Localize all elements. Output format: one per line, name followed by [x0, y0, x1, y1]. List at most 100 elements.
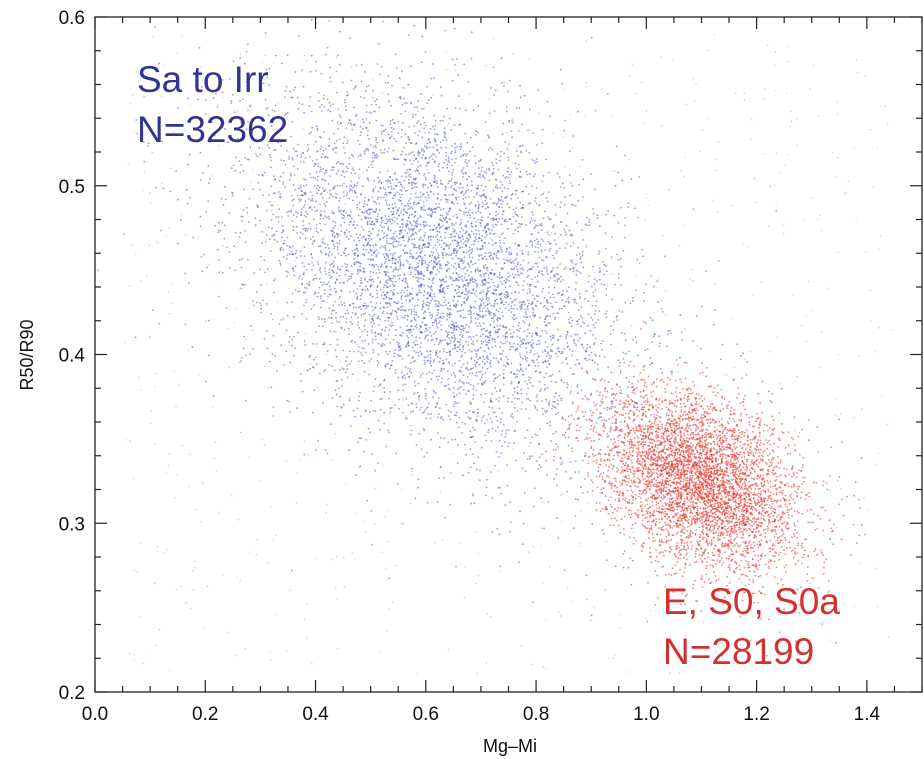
scatter-point [391, 85, 393, 87]
scatter-point [375, 103, 377, 106]
scatter-point [542, 306, 545, 308]
scatter-point [298, 275, 301, 277]
scatter-point [477, 207, 480, 210]
scatter-point [505, 432, 507, 435]
scatter-point [417, 246, 420, 249]
scatter-point [520, 369, 522, 371]
scatter-point [302, 206, 305, 208]
scatter-point [315, 227, 318, 230]
scatter-point [545, 398, 547, 401]
scatter-point [365, 239, 367, 241]
scatter-point [324, 242, 326, 245]
scatter-point [471, 146, 474, 149]
scatter-point [264, 32, 267, 34]
scatter-point [379, 398, 381, 400]
scatter-point [349, 320, 352, 323]
scatter-point [358, 143, 361, 146]
scatter-point [398, 207, 401, 209]
scatter-point [291, 245, 294, 248]
scatter-point [500, 298, 502, 300]
scatter-point [323, 300, 325, 303]
scatter-point [439, 265, 441, 267]
scatter-point [302, 185, 305, 187]
scatter-point [493, 218, 495, 221]
scatter-point [490, 251, 492, 254]
scatter-point [456, 58, 458, 60]
scatter-point [424, 388, 426, 390]
scatter-point [442, 315, 445, 318]
scatter-point [502, 210, 505, 213]
scatter-point [526, 383, 529, 385]
scatter-point [245, 399, 247, 402]
scatter-point [463, 297, 466, 300]
scatter-point [560, 294, 563, 296]
scatter-point [487, 216, 490, 219]
scatter-point [371, 341, 374, 344]
scatter-point [466, 240, 469, 243]
scatter-point [383, 130, 385, 132]
scatter-point [616, 319, 618, 321]
scatter-point [414, 113, 417, 116]
scatter-point [506, 227, 509, 230]
scatter-point [324, 189, 327, 191]
scatter-point [594, 353, 597, 356]
scatter-point [422, 116, 425, 119]
scatter-point [391, 280, 394, 283]
scatter-point [408, 370, 411, 372]
scatter-point [489, 417, 492, 420]
scatter-point [474, 363, 476, 366]
scatter-point [409, 222, 412, 225]
scatter-point [309, 155, 311, 158]
scatter-point [496, 331, 498, 334]
scatter-point [482, 282, 485, 285]
scatter-point [316, 192, 319, 195]
scatter-point [564, 195, 566, 198]
scatter-point [461, 186, 464, 189]
scatter-point [304, 193, 307, 196]
scatter-point [393, 240, 395, 243]
scatter-point [335, 393, 338, 396]
scatter-point [460, 227, 463, 230]
scatter-point [419, 325, 421, 327]
scatter-point [531, 244, 533, 246]
scatter-point [337, 266, 339, 269]
scatter-point [450, 152, 452, 155]
scatter-point [330, 240, 333, 242]
scatter-point [312, 264, 315, 267]
scatter-point [463, 382, 465, 385]
scatter-point [476, 247, 479, 250]
scatter-point [555, 413, 557, 416]
scatter-point [451, 145, 453, 147]
scatter-point [479, 292, 481, 295]
scatter-point [405, 204, 408, 207]
scatter-point [418, 238, 421, 241]
scatter-point [292, 184, 295, 186]
scatter-point [346, 192, 349, 194]
scatter-point [422, 149, 425, 151]
scatter-point [290, 210, 292, 213]
scatter-point [553, 395, 556, 398]
scatter-point [291, 344, 293, 347]
scatter-point [439, 208, 442, 211]
scatter-point [430, 438, 432, 441]
scatter-point [379, 224, 382, 227]
scatter-point [316, 363, 318, 365]
scatter-point [308, 105, 311, 107]
scatter-point [462, 309, 465, 311]
scatter-point [482, 297, 484, 300]
scatter-point [188, 153, 191, 156]
scatter-point [507, 400, 509, 403]
scatter-point [488, 302, 491, 304]
scatter-point [315, 449, 318, 452]
scatter-point [199, 151, 202, 154]
scatter-point [557, 411, 559, 414]
scatter-point [418, 394, 421, 397]
scatter-point [433, 138, 436, 140]
scatter-point [324, 223, 327, 226]
scatter-point [404, 295, 407, 298]
scatter-point [482, 229, 484, 232]
scatter-point [383, 329, 386, 332]
scatter-point [519, 225, 521, 228]
scatter-point [348, 157, 351, 160]
scatter-point [407, 294, 410, 297]
